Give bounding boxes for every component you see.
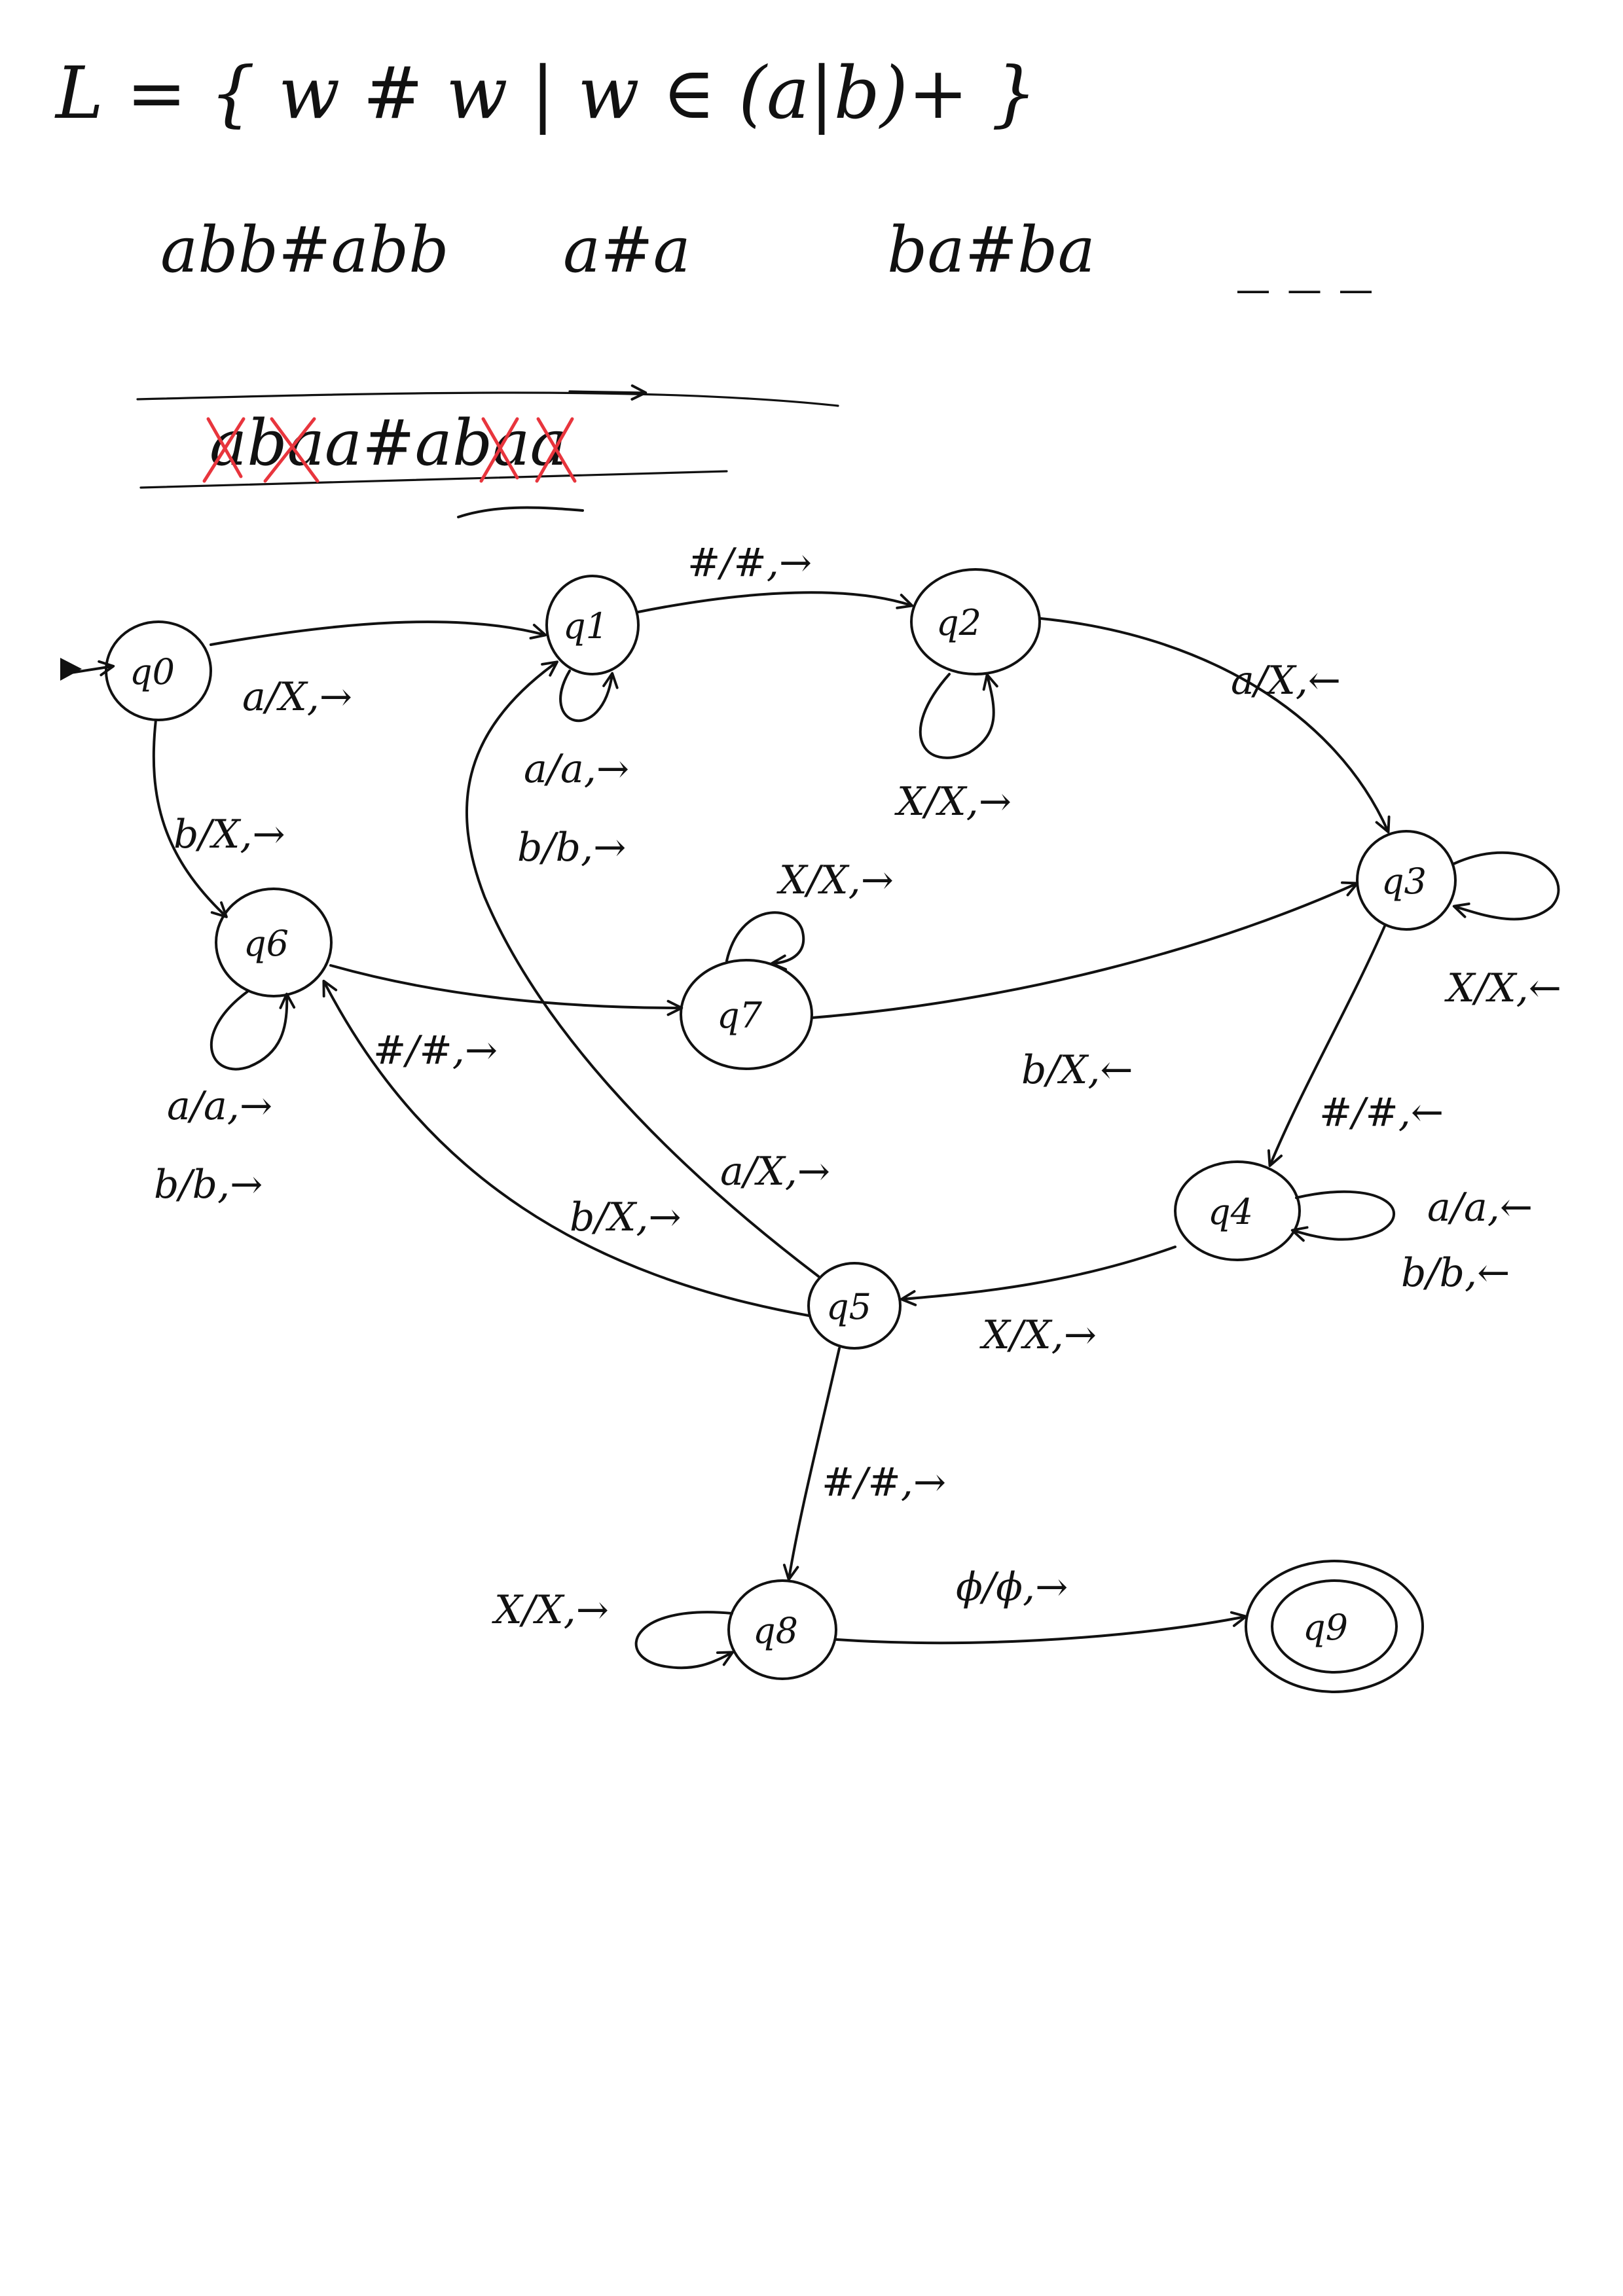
label-q2-loop: X/X,→ bbox=[894, 779, 1012, 825]
svg-text:q6: q6 bbox=[244, 923, 289, 964]
label-q6-loop-a: a/a,→ bbox=[167, 1083, 272, 1129]
loop-q2 bbox=[919, 673, 998, 759]
underline-scribble bbox=[457, 506, 584, 518]
label-q4-loop-a: a/a,← bbox=[1427, 1185, 1533, 1230]
label-q5-q1: a/X,→ bbox=[720, 1149, 830, 1194]
label-q0-q1: a/X,→ bbox=[242, 674, 352, 720]
lower-rule-line bbox=[139, 470, 728, 489]
loop-q8 bbox=[634, 1611, 735, 1670]
label-q4-q5: X/X,→ bbox=[979, 1312, 1097, 1358]
correction-marks bbox=[202, 417, 577, 483]
example-2: a#a bbox=[563, 213, 691, 287]
label-q7-q3: b/X,← bbox=[1021, 1047, 1133, 1093]
label-q1-q2: #/#,→ bbox=[687, 540, 812, 586]
label-q4-loop-b: b/b,← bbox=[1401, 1250, 1510, 1296]
state-q3: q3 bbox=[1356, 830, 1457, 931]
svg-text:q3: q3 bbox=[1381, 861, 1427, 902]
label-q3-loop: X/X,← bbox=[1444, 965, 1561, 1011]
edge-q5-q8 bbox=[782, 1347, 841, 1581]
state-q0: q0 bbox=[105, 620, 212, 721]
svg-text:q8: q8 bbox=[753, 1610, 798, 1651]
state-q7: q7 bbox=[680, 959, 813, 1070]
svg-text:q0: q0 bbox=[130, 651, 175, 692]
label-q2-q3: a/X,← bbox=[1231, 658, 1341, 704]
label-q3-q4: #/#,← bbox=[1319, 1090, 1444, 1136]
svg-text:q2: q2 bbox=[936, 602, 981, 643]
state-q6: q6 bbox=[215, 888, 333, 997]
state-q4: q4 bbox=[1174, 1160, 1301, 1261]
label-q6-q7: #/#,→ bbox=[373, 1028, 498, 1073]
edge-q0-q6 bbox=[152, 719, 228, 918]
example-ellipsis: _ _ _ bbox=[1237, 220, 1372, 293]
svg-text:q9: q9 bbox=[1303, 1607, 1348, 1648]
state-q9-accepting: q9 bbox=[1245, 1560, 1424, 1693]
state-q2: q2 bbox=[910, 568, 1041, 675]
label-q6-loop-b: b/b,→ bbox=[154, 1162, 263, 1208]
example-1: abb#abb bbox=[160, 213, 449, 287]
loop-q3 bbox=[1452, 851, 1560, 921]
example-3: ba#ba bbox=[887, 213, 1095, 287]
edge-q1-q2 bbox=[637, 591, 914, 613]
svg-text:q5: q5 bbox=[826, 1286, 871, 1327]
loop-q4 bbox=[1290, 1190, 1395, 1242]
edge-q6-q7 bbox=[329, 964, 684, 1016]
start-arrow-head bbox=[60, 658, 82, 681]
edge-q0-q1 bbox=[210, 620, 547, 646]
direction-arrow bbox=[568, 384, 647, 401]
loop-q7 bbox=[725, 911, 805, 971]
edge-q2-q3 bbox=[1040, 617, 1391, 834]
label-q0-q6: b/X,→ bbox=[173, 812, 285, 857]
upper-rule-line bbox=[136, 391, 839, 407]
label-q8-q9: ϕ/ϕ,→ bbox=[956, 1564, 1068, 1610]
svg-text:q4: q4 bbox=[1208, 1191, 1253, 1232]
state-q8: q8 bbox=[727, 1579, 837, 1680]
edge-q7-q3 bbox=[811, 881, 1359, 1019]
loop-q6 bbox=[210, 990, 296, 1071]
edge-q5-q1 bbox=[465, 660, 820, 1278]
state-q1: q1 bbox=[545, 575, 640, 675]
edge-q5-q6 bbox=[322, 979, 810, 1317]
state-q5: q5 bbox=[807, 1262, 902, 1350]
worked-example: abaa#abaa bbox=[136, 384, 839, 518]
language-definition: L = { w # w | w ∈ (a|b)+ } bbox=[54, 51, 1037, 135]
label-q1-loop-a: a/a,→ bbox=[524, 746, 629, 792]
label-q5-q6: b/X,→ bbox=[570, 1194, 682, 1240]
label-q5-q8: #/#,→ bbox=[822, 1460, 946, 1505]
label-q8-loop: X/X,→ bbox=[492, 1587, 609, 1633]
label-q1-loop-b: b/b,→ bbox=[517, 825, 626, 870]
worked-example-text: abaa#abaa bbox=[210, 406, 568, 480]
svg-text:q7: q7 bbox=[717, 995, 763, 1036]
svg-text:q1: q1 bbox=[563, 605, 608, 647]
edge-q8-q9 bbox=[835, 1611, 1248, 1645]
edge-q4-q5 bbox=[900, 1246, 1176, 1306]
label-q7-loop: X/X,→ bbox=[776, 857, 894, 903]
loop-q1 bbox=[559, 670, 619, 723]
edge-q3-q4 bbox=[1267, 925, 1386, 1168]
